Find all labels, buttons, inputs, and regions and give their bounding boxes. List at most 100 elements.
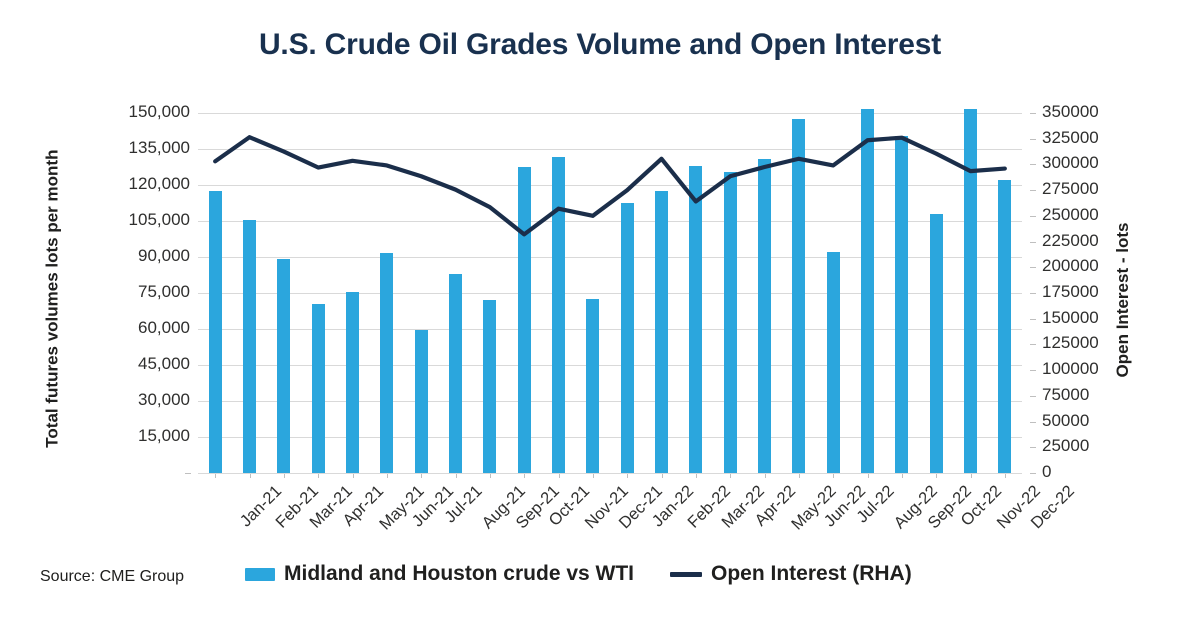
y-axis-right-tick-label: 150000 (1042, 307, 1099, 327)
chart-title: U.S. Crude Oil Grades Volume and Open In… (258, 28, 942, 61)
bar[interactable] (998, 180, 1012, 473)
bar[interactable] (277, 259, 291, 473)
x-axis-tick-mark (695, 473, 697, 478)
y-axis-right-tick-mark (1030, 267, 1036, 269)
y-axis-right-tick-label: 75000 (1042, 384, 1090, 404)
gridline (198, 113, 1022, 114)
y-axis-right-tick-mark (1030, 421, 1036, 423)
legend-label-line: Open Interest (RHA) (711, 562, 912, 585)
x-axis-tick-mark (318, 473, 320, 478)
x-axis-tick-mark (661, 473, 663, 478)
bar[interactable] (929, 213, 943, 473)
x-axis-tick-mark (901, 473, 903, 478)
y-axis-right-tick-label: 225000 (1042, 230, 1099, 250)
y-axis-right-tick-label: 325000 (1042, 127, 1099, 147)
gridline (198, 293, 1022, 294)
x-axis-tick-mark (524, 473, 526, 478)
bar[interactable] (380, 253, 394, 473)
gridline (198, 221, 1022, 222)
y-axis-left-baseline-mark (185, 473, 191, 474)
bar[interactable] (483, 300, 497, 473)
gridline (198, 329, 1022, 330)
x-axis-tick-mark (627, 473, 629, 478)
y-axis-right-tick-mark (1030, 447, 1036, 449)
y-axis-left-tick-label: 30,000 (138, 390, 190, 409)
bar[interactable] (208, 191, 222, 473)
gridline (198, 473, 1022, 474)
bar[interactable] (586, 299, 600, 473)
y-axis-left-tick-label: 45,000 (138, 354, 190, 373)
y-axis-left-tick-label: 120,000 (128, 174, 190, 193)
line-series (213, 135, 1007, 237)
plot-area (198, 109, 1022, 474)
y-axis-right-tick-mark (1030, 395, 1036, 397)
y-axis-right-tick-mark (1030, 370, 1036, 372)
y-axis-left-tick-label: 60,000 (138, 318, 190, 337)
x-axis-tick-mark (489, 473, 491, 478)
x-axis-tick-mark (970, 473, 972, 478)
x-axis-tick-mark (421, 473, 423, 478)
y-axis-left-tick-label: 15,000 (138, 426, 190, 445)
line-swatch-icon (670, 571, 703, 577)
y-axis-right-tick-label: 250000 (1042, 204, 1099, 224)
legend-item-line[interactable]: Open Interest (RHA) (670, 562, 912, 586)
y-axis-right-tick-label: 125000 (1042, 333, 1099, 353)
bar[interactable] (552, 157, 565, 473)
legend: Midland and Houston crude vs WTI Open In… (245, 562, 912, 586)
y-axis-left-tick-label: 75,000 (138, 282, 190, 301)
y-axis-right-tick-label: 50000 (1042, 410, 1090, 430)
gridline (198, 185, 1022, 186)
bar[interactable] (655, 191, 668, 473)
y-axis-right-tick-label: 100000 (1042, 359, 1099, 379)
x-axis-tick-mark (592, 473, 594, 478)
y-axis-right-tick-mark (1030, 318, 1036, 320)
bar[interactable] (620, 203, 634, 473)
bar[interactable] (311, 303, 325, 473)
gridline (198, 149, 1022, 150)
bar[interactable] (517, 167, 531, 473)
x-axis-tick-mark (386, 473, 388, 478)
gridlines (198, 113, 1022, 474)
y-axis-right-tick-mark (1030, 164, 1036, 166)
x-axis-tick-mark (352, 473, 354, 478)
y-axis-right-tick-mark (1030, 344, 1036, 346)
x-axis-tick-mark (215, 473, 217, 478)
x-axis-tick-mark (455, 473, 457, 478)
bar[interactable] (861, 109, 874, 473)
y-axis-right-tick-mark (1030, 473, 1036, 474)
bar[interactable] (243, 219, 256, 473)
bar[interactable] (689, 165, 703, 473)
open-interest-line (213, 135, 1007, 237)
bar[interactable] (895, 135, 909, 473)
bar[interactable] (723, 171, 737, 473)
y-axis-right-tick-mark (1030, 293, 1036, 294)
y-axis-right-tick-label: 300000 (1042, 153, 1099, 173)
y-axis-left-tick-label: 150,000 (128, 102, 190, 121)
x-axis-tick-mark (833, 473, 835, 478)
y-axis-right-tick-mark (1030, 190, 1036, 192)
gridline (198, 257, 1022, 258)
x-axis-tick-mark (798, 473, 800, 478)
x-axis-tick-mark (730, 473, 732, 478)
x-axis-tick-mark (249, 473, 251, 478)
y-axis-right-tick-mark (1030, 113, 1036, 114)
x-axis-tick-mark (936, 473, 938, 478)
x-axis-tick-mark (558, 473, 560, 478)
y-axis-right-tick-label: 200000 (1042, 256, 1099, 276)
gridline (198, 401, 1022, 402)
x-axis-tick-mark (1004, 473, 1006, 478)
bar[interactable] (792, 119, 806, 473)
y-axis-right-tick-label: 275000 (1042, 179, 1099, 199)
bar[interactable] (826, 252, 840, 473)
bar[interactable] (964, 109, 977, 473)
bar[interactable] (346, 291, 359, 473)
bar[interactable] (758, 158, 771, 473)
x-axis-tick-mark (283, 473, 285, 478)
x-axis-tick-mark (764, 473, 766, 478)
legend-item-bar[interactable]: Midland and Houston crude vs WTI (245, 562, 634, 586)
y-axis-right-tick-label: 175000 (1042, 282, 1099, 301)
gridline (198, 365, 1022, 366)
bar[interactable] (449, 273, 462, 473)
bar[interactable] (414, 330, 428, 473)
